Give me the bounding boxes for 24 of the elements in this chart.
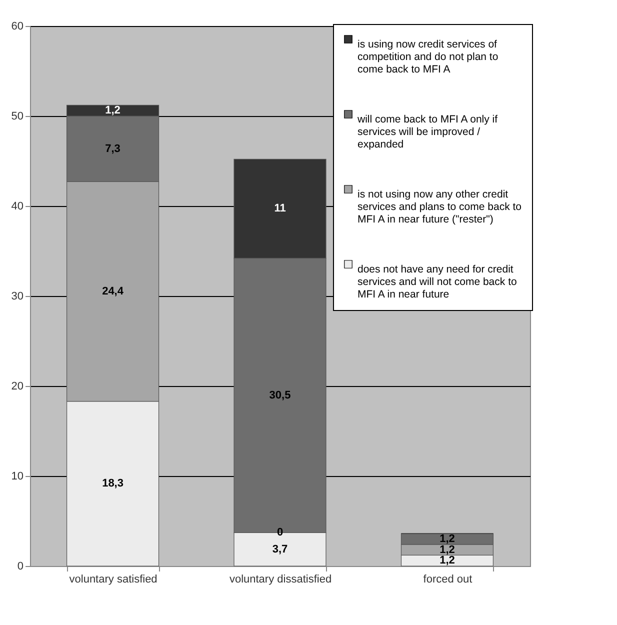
data-label: 30,5: [269, 389, 291, 402]
y-tick-label: 20: [11, 380, 24, 392]
legend-label: will come back to MFI A only if services will be improved / expanded: [356, 113, 498, 150]
y-tick-label: 30: [11, 290, 24, 302]
y-tick-label: 60: [11, 20, 24, 32]
x-tick-label: voluntary dissatisfied: [229, 574, 332, 586]
data-label: 1,2: [105, 104, 120, 117]
data-label: 3,7: [272, 543, 288, 556]
data-label: 18,3: [102, 478, 124, 490]
y-tick-label: 40: [11, 200, 24, 212]
legend-label: is using now credit services of competition and do not plan to come back to MFI A: [358, 38, 498, 76]
data-label: 24,4: [102, 286, 124, 298]
legend-label: is not using now any other credit services and plans to come back to MFI A in near future ("rester"): [358, 188, 522, 226]
y-tick-label: 10: [11, 470, 24, 482]
y-tick-label: 50: [11, 110, 24, 122]
data-label: 1,2: [440, 533, 455, 545]
data-label: 1,2: [440, 544, 455, 556]
x-tick-label: voluntary satisfied: [69, 574, 158, 586]
x-tick-label: forced out: [423, 574, 472, 586]
data-label: 11: [274, 202, 286, 215]
y-tick-label: 0: [17, 560, 24, 572]
legend-label: does not have any need for credit services and will not come back to MFI A in near future: [358, 263, 517, 300]
data-label: 1,2: [440, 554, 455, 567]
data-label: 7,3: [105, 142, 120, 155]
